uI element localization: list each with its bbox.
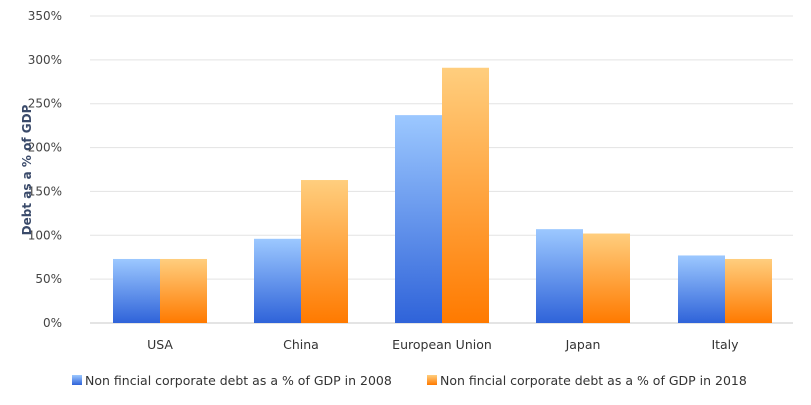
- x-category-label: USA: [147, 337, 173, 352]
- x-category-label: Italy: [711, 337, 739, 352]
- bar-2018-japan: [583, 233, 630, 323]
- legend-swatch-2008: [72, 375, 82, 385]
- legend-swatch-2018: [427, 375, 437, 385]
- y-tick-label: 0%: [43, 316, 62, 330]
- y-tick-label: 100%: [28, 228, 62, 242]
- bar-2008-european-union: [395, 115, 442, 323]
- bar-2008-italy: [678, 255, 725, 323]
- y-tick-label: 350%: [28, 9, 62, 23]
- y-tick-label: 50%: [35, 272, 62, 286]
- legend-label-2018: Non fincial corporate debt as a % of GDP…: [440, 373, 747, 388]
- bar-2018-china: [301, 180, 348, 323]
- bar-2018-italy: [725, 258, 772, 323]
- x-category-label: China: [283, 337, 319, 352]
- legend-label-2008: Non fincial corporate debt as a % of GDP…: [85, 373, 392, 388]
- bar-2018-european-union: [442, 67, 489, 323]
- bar-2008-usa: [113, 258, 160, 323]
- y-tick-label: 250%: [28, 97, 62, 111]
- bar-2018-usa: [160, 258, 207, 323]
- y-axis-tick-labels: 0% 50% 100% 150% 200% 250% 300% 350%: [28, 9, 62, 330]
- legend: Non fincial corporate debt as a % of GDP…: [72, 373, 747, 388]
- x-category-label: Japan: [565, 337, 601, 352]
- y-axis-title: Debt as a % of GDP: [20, 104, 34, 235]
- bar-2008-japan: [536, 229, 583, 323]
- y-tick-label: 150%: [28, 184, 62, 198]
- x-axis-category-labels: USA China European Union Japan Italy: [147, 337, 739, 352]
- bars: [113, 67, 772, 323]
- y-tick-label: 200%: [28, 141, 62, 155]
- y-tick-label: 300%: [28, 53, 62, 67]
- x-category-label: European Union: [392, 337, 492, 352]
- bar-2008-china: [254, 238, 301, 323]
